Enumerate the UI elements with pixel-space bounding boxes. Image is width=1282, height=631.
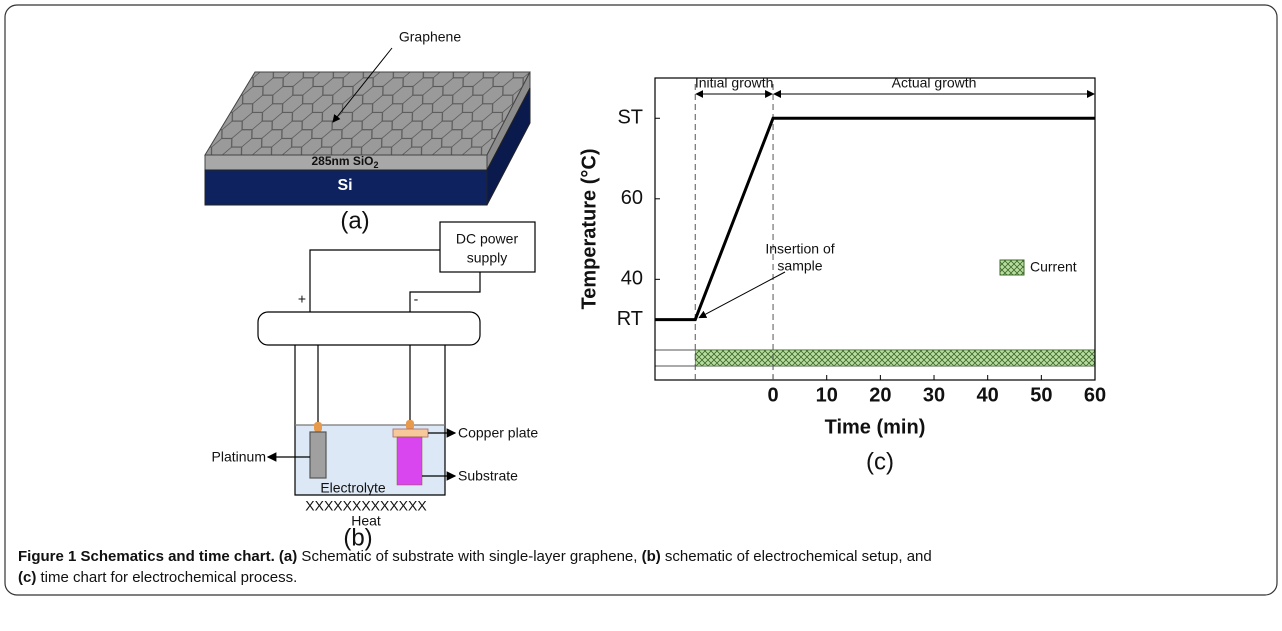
- x-tick-label: 10: [816, 384, 838, 406]
- copper-plate: [393, 429, 428, 437]
- caption: (c) time chart for electrochemical proce…: [18, 569, 297, 586]
- x-tick-label: 40: [977, 384, 999, 406]
- panel-label: (a): [340, 207, 369, 234]
- label: 285nm SiO2: [311, 154, 378, 170]
- caption-label: Figure 1: [18, 548, 76, 565]
- annotation: sample: [777, 258, 822, 274]
- figure: Graphene 285nm SiO2 Si (a) DC power supp…: [0, 0, 1282, 631]
- caption-part-label: (c): [18, 569, 36, 586]
- label: Graphene: [399, 29, 461, 45]
- tip: [406, 420, 414, 430]
- y-tick-label: ST: [617, 107, 643, 129]
- cell-cap: [258, 312, 480, 345]
- label: supply: [467, 250, 507, 266]
- tip: [314, 422, 322, 432]
- x-tick-label: 30: [923, 384, 945, 406]
- caption-text: Schematic of substrate with single-layer…: [297, 548, 641, 565]
- label: Si: [337, 177, 352, 194]
- y-tick-label: 60: [621, 187, 643, 209]
- caption-part-label: (b): [642, 548, 661, 565]
- panel-label: (c): [866, 448, 894, 475]
- label: DC power: [456, 231, 519, 247]
- phase-label: Actual growth: [892, 75, 977, 91]
- y-tick-label: RT: [617, 308, 643, 330]
- current-band: [695, 350, 1095, 366]
- caption: Figure 1 Schematics and time chart. (a) …: [18, 548, 932, 565]
- legend-swatch: [1000, 260, 1024, 275]
- label: -: [414, 291, 419, 307]
- subscript: 2: [374, 160, 379, 170]
- label: Substrate: [458, 468, 518, 484]
- caption-text: schematic of electrochemical setup, and: [661, 548, 932, 565]
- caption-title: Schematics and time chart.: [76, 548, 274, 565]
- phase-label: Initial growth: [695, 75, 774, 91]
- platinum: [310, 432, 326, 478]
- caption-part-label: (a): [275, 548, 298, 565]
- heater: XXXXXXXXXXXXX: [305, 498, 427, 514]
- caption-text: time chart for electrochemical process.: [36, 569, 297, 586]
- x-tick-label: 60: [1084, 384, 1106, 406]
- graphene-layer: [205, 72, 530, 155]
- label: 285nm SiO: [311, 154, 373, 168]
- y-tick-label: 40: [621, 268, 643, 290]
- x-axis-title: Time (min): [825, 416, 926, 438]
- annotation: Insertion of: [765, 241, 834, 257]
- y-axis-title: Temperature (°C): [578, 149, 600, 310]
- x-tick-label: 50: [1030, 384, 1052, 406]
- legend-label: Current: [1030, 259, 1077, 275]
- x-tick-label: 0: [767, 384, 778, 406]
- label: Electrolyte: [320, 480, 386, 496]
- label: Copper plate: [458, 425, 538, 441]
- x-tick-label: 20: [869, 384, 891, 406]
- substrate: [397, 437, 422, 485]
- label: Platinum: [212, 449, 266, 465]
- label: +: [298, 291, 306, 307]
